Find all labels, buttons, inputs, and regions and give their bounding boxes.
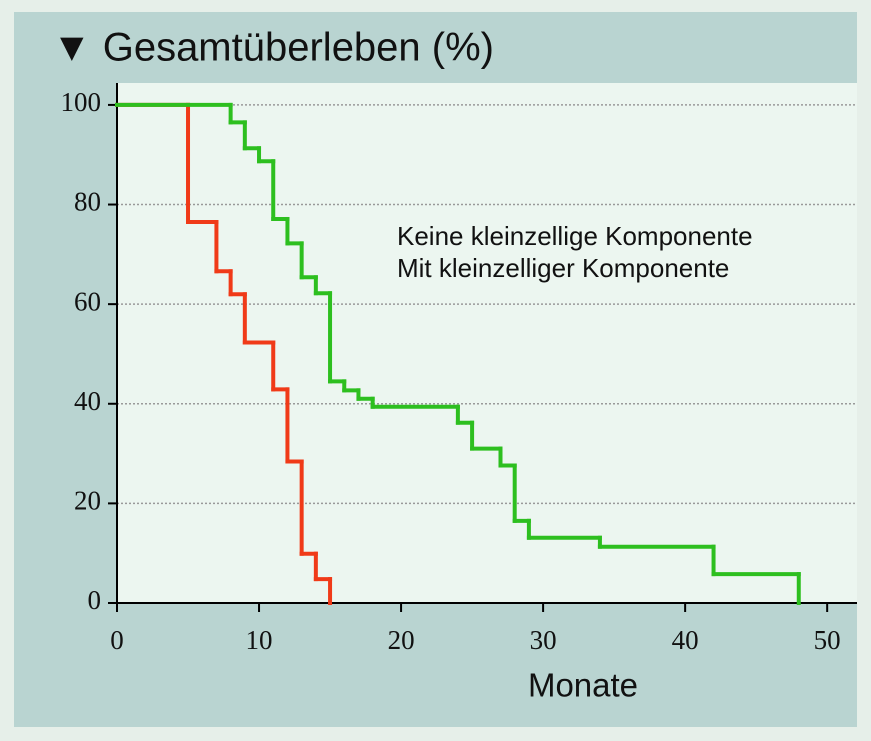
y-tick-label: 0 bbox=[88, 585, 102, 615]
x-tick-label: 30 bbox=[530, 625, 557, 655]
plot-area bbox=[117, 83, 857, 603]
y-tick-label: 100 bbox=[61, 87, 102, 117]
y-tick-label: 60 bbox=[74, 286, 101, 316]
chart-title: ▼ Gesamtüberleben (%) bbox=[52, 26, 494, 70]
x-tick-label: 40 bbox=[672, 625, 699, 655]
y-tick-label: 20 bbox=[74, 486, 101, 516]
x-tick-label: 50 bbox=[814, 625, 841, 655]
legend-entry: Keine kleinzellige Komponente bbox=[397, 221, 753, 251]
x-tick-label: 0 bbox=[110, 625, 124, 655]
legend-entry: Mit kleinzelliger Komponente bbox=[397, 253, 729, 283]
x-axis-label: Monate bbox=[528, 667, 638, 704]
x-tick-label: 10 bbox=[246, 625, 273, 655]
x-tick-label: 20 bbox=[388, 625, 415, 655]
y-tick-label: 80 bbox=[74, 187, 101, 217]
y-tick-label: 40 bbox=[74, 386, 101, 416]
